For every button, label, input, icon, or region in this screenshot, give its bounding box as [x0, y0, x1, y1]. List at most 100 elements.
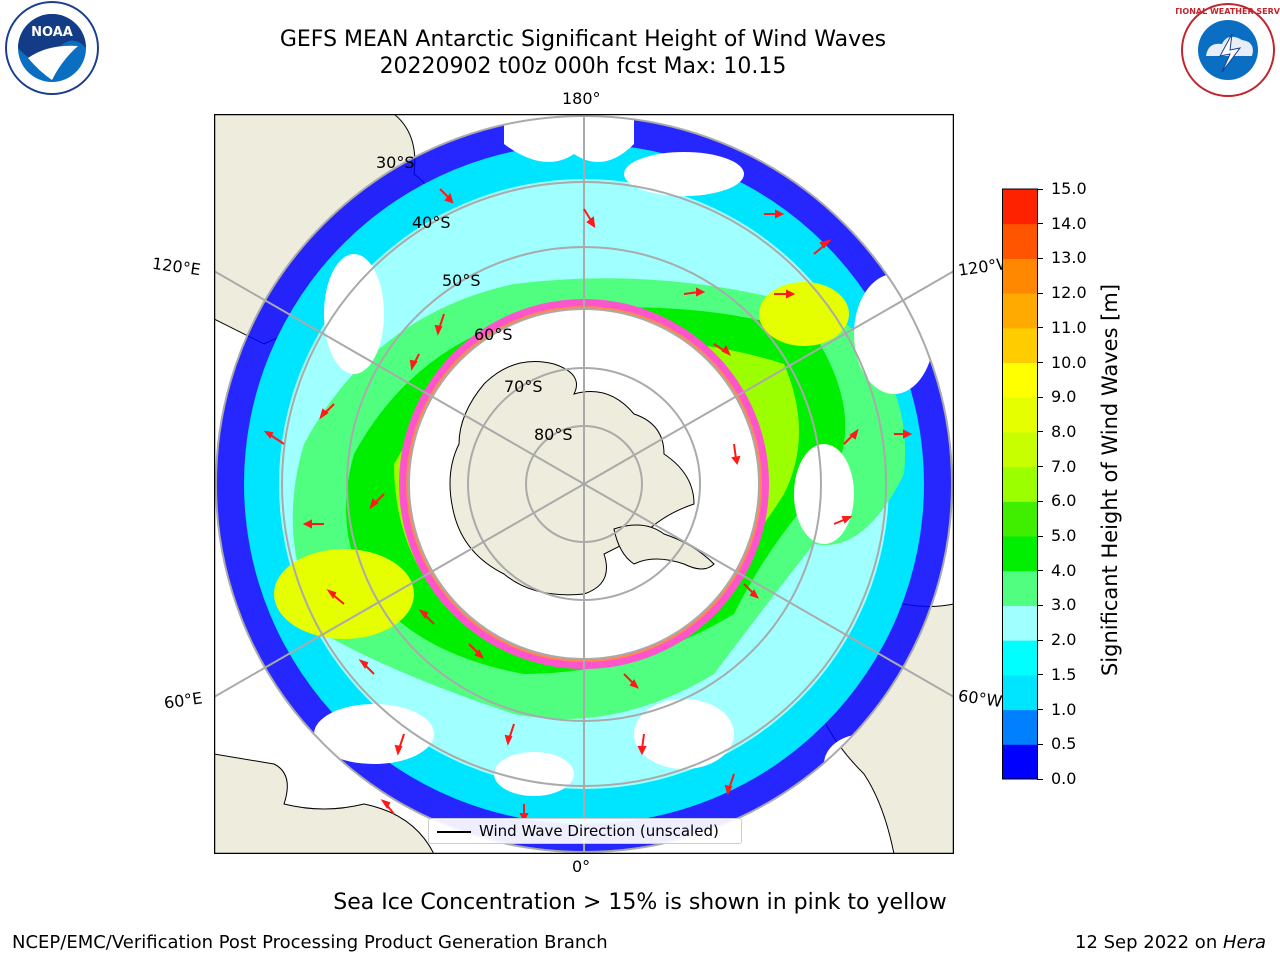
wave-arrow [774, 289, 796, 299]
wave-arrow [519, 804, 529, 823]
colorbar-tick-mark [1037, 257, 1043, 259]
lon-label-180: 180° [562, 89, 601, 108]
colorbar-swatch [1002, 327, 1038, 364]
wave-arrow [637, 733, 647, 756]
colorbar-swatch [1002, 501, 1038, 537]
colorbar-swatch [1002, 397, 1038, 433]
wave-arrow [380, 799, 395, 815]
colorbar-swatch [1002, 362, 1038, 398]
colorbar-tick-mark [1037, 500, 1043, 502]
legend-label: Wind Wave Direction (unscaled) [479, 822, 719, 840]
wave-arrow [326, 589, 345, 605]
colorbar-swatch [1002, 640, 1038, 676]
colorbar-tick-mark [1037, 674, 1043, 676]
wave-arrow [418, 609, 435, 625]
colorbar-tick-label: 0.5 [1051, 734, 1077, 754]
colorbar-swatch [1002, 605, 1038, 641]
wave-arrow [504, 723, 515, 746]
colorbar-tick-mark [1037, 709, 1043, 711]
wave-arrow [583, 208, 596, 229]
svg-text:NOAA: NOAA [31, 25, 73, 40]
colorbar-label-wrap: Significant Height of Wind Waves [m] [1098, 185, 1144, 775]
svg-text:NATIONAL WEATHER SERVICE: NATIONAL WEATHER SERVICE [1176, 7, 1280, 16]
colorbar-tick-label: 1.5 [1051, 664, 1077, 684]
colorbar-swatch [1002, 293, 1038, 329]
wind-wave-arrows [263, 188, 913, 823]
colorbar-swatch [1002, 223, 1038, 259]
wave-arrow [894, 429, 913, 439]
colorbar-tick-label: 11.0 [1051, 317, 1087, 337]
colorbar-tick-label: 13.0 [1051, 248, 1087, 268]
colorbar-tick-label: 2.0 [1051, 630, 1077, 650]
graticule [214, 114, 954, 854]
colorbar-tick-mark [1037, 604, 1043, 606]
wave-arrow [468, 643, 484, 659]
colorbar-tick-mark [1037, 743, 1043, 745]
wave-arrow [434, 313, 445, 336]
colorbar-tick-label: 15.0 [1051, 179, 1087, 198]
wave-arrow [263, 430, 285, 445]
lat-label-40s: 40°S [412, 213, 451, 232]
colorbar-swatch [1002, 536, 1038, 572]
colorbar-tick-label: 10.0 [1051, 352, 1087, 372]
colorbar-swatch [1002, 570, 1038, 606]
noaa-logo: NOAA [5, 1, 99, 95]
colorbar-tick-mark [1037, 778, 1043, 780]
land-antarctic-peninsula [613, 524, 715, 570]
footer-date-text: 12 Sep 2022 on [1075, 932, 1223, 953]
wave-arrow [683, 287, 706, 297]
colorbar-swatch [1002, 189, 1038, 225]
colorbar-tick-label: 4.0 [1051, 560, 1077, 580]
colorbar-tick-label: 12.0 [1051, 283, 1087, 303]
colorbar [1002, 188, 1038, 780]
wave-arrow [409, 353, 420, 371]
nws-logo: NATIONAL WEATHER SERVICE [1176, 3, 1280, 97]
lat-label-30s: 30°S [376, 153, 415, 172]
colorbar-tick-mark [1037, 223, 1043, 225]
sea-ice-caption: Sea Ice Concentration > 15% is shown in … [333, 890, 947, 915]
colorbar-tick-mark [1037, 292, 1043, 294]
colorbar-tick-mark [1037, 570, 1043, 572]
wave-arrow [319, 403, 335, 420]
wave-arrow [724, 773, 735, 796]
lon-label-60e: 60°E [162, 688, 204, 713]
wave-arrow [394, 733, 405, 756]
colorbar-label: Significant Height of Wind Waves [m] [1098, 283, 1122, 677]
wave-arrow [743, 583, 759, 599]
lat-label-80s: 80°S [534, 425, 573, 444]
lat-label-50s: 50°S [442, 271, 481, 290]
lon-label-0: 0° [572, 857, 591, 876]
chart-title: GEFS MEAN Antarctic Significant Height o… [279, 27, 887, 52]
legend-line-sample [437, 831, 471, 833]
colorbar-tick-label: 7.0 [1051, 456, 1077, 476]
wave-arrow [713, 343, 731, 357]
wave-arrow [439, 188, 454, 204]
colorbar-tick-label: 0.0 [1051, 769, 1077, 788]
wave-arrow [833, 516, 853, 525]
colorbar-tick-mark [1037, 396, 1043, 398]
footer-credit: NCEP/EMC/Verification Post Processing Pr… [12, 932, 608, 953]
lat-label-60s: 60°S [474, 325, 513, 344]
land-africa [214, 753, 435, 854]
wave-arrow [358, 659, 375, 675]
colorbar-tick-label: 6.0 [1051, 491, 1077, 511]
colorbar-tick-label: 3.0 [1051, 595, 1077, 615]
wave-arrow [843, 428, 859, 445]
wave-arrow [764, 209, 785, 219]
colorbar-swatch [1002, 258, 1038, 294]
colorbar-tick-mark [1037, 466, 1043, 468]
footer-host: Hera [1222, 932, 1266, 953]
colorbar-tick-label: 5.0 [1051, 526, 1077, 546]
colorbar-tick-mark [1037, 188, 1043, 190]
colorbar-tick-label: 9.0 [1051, 387, 1077, 407]
lon-label-60w: 60°W [956, 686, 1004, 711]
colorbar-tick-label: 14.0 [1051, 213, 1087, 233]
chart-subtitle: 20220902 t00z 000h fcst Max: 10.15 [379, 54, 787, 79]
colorbar-tick-label: 8.0 [1051, 421, 1077, 441]
wave-arrow [623, 673, 639, 689]
latitude-labels: 30°S 40°S 50°S 60°S 70°S 80°S [376, 153, 573, 444]
colorbar-tick-mark [1037, 639, 1043, 641]
colorbar-swatch [1002, 709, 1038, 745]
lat-label-70s: 70°S [504, 377, 543, 396]
colorbar-swatch [1002, 431, 1038, 468]
